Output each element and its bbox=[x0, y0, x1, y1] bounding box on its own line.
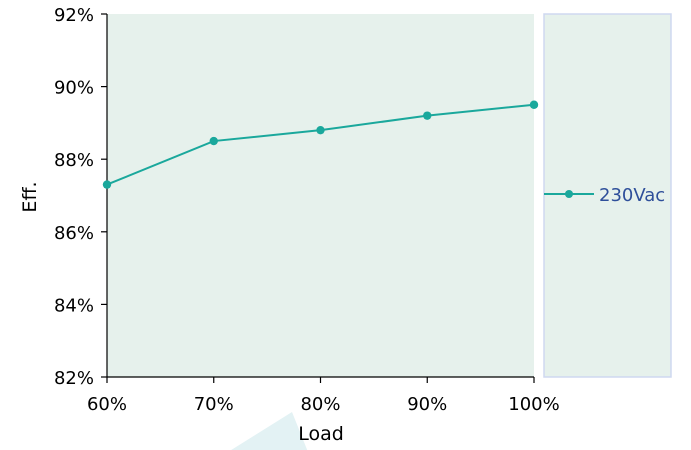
x-axis-ticks: 60% 70% 80% 90% 100% bbox=[87, 377, 560, 415]
x-tick-label: 80% bbox=[300, 394, 340, 415]
x-tick-label: 60% bbox=[87, 394, 127, 415]
x-tick-label: 100% bbox=[508, 394, 559, 415]
legend-label: 230Vac bbox=[599, 185, 665, 206]
plot-area bbox=[107, 14, 534, 377]
series-layer bbox=[102, 100, 539, 189]
data-point bbox=[316, 125, 325, 135]
x-tick-label: 70% bbox=[194, 394, 234, 415]
y-tick-label: 84% bbox=[54, 295, 94, 316]
y-tick-label: 92% bbox=[54, 5, 94, 26]
data-point bbox=[209, 136, 218, 146]
x-axis-label: Load bbox=[298, 423, 344, 445]
data-point bbox=[529, 100, 539, 109]
data-point bbox=[423, 111, 432, 120]
data-point bbox=[102, 180, 112, 189]
legend-point-marker bbox=[565, 190, 573, 198]
y-tick-label: 90% bbox=[54, 78, 94, 99]
y-tick-label: 86% bbox=[54, 223, 94, 244]
y-axis-label: Eff. bbox=[19, 181, 41, 212]
y-tick-label: 82% bbox=[54, 368, 94, 389]
y-tick-label: 88% bbox=[54, 150, 94, 171]
watermark-shape bbox=[231, 412, 308, 450]
legend-entry: 230Vac bbox=[544, 185, 665, 206]
x-tick-label: 90% bbox=[407, 394, 447, 415]
legend-box bbox=[543, 13, 672, 378]
y-axis-ticks: 82% 84% 86% 88% 90% 92% bbox=[54, 5, 107, 389]
